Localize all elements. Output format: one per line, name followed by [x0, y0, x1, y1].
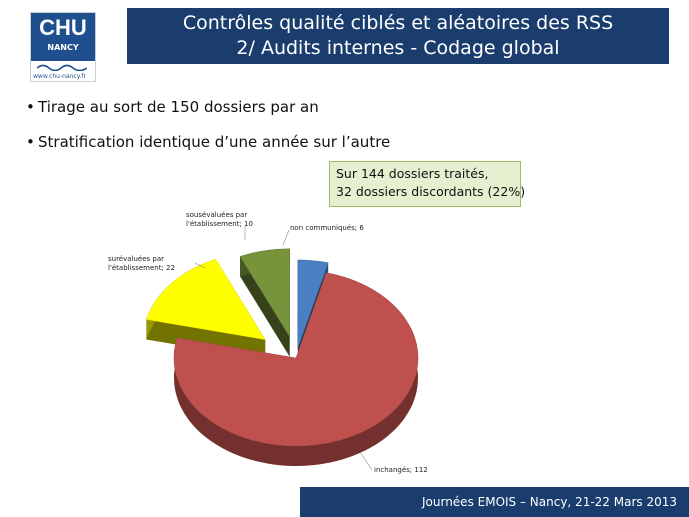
- pie-slice: [146, 258, 266, 360]
- pie-slice-top: [146, 258, 266, 340]
- leader-line: [282, 229, 290, 246]
- label-surevaluees: surévaluées par l'établissement; 22: [108, 255, 198, 273]
- pie-slice-top: [239, 248, 291, 338]
- bullet-list: Tirage au sort de 150 dossiers par an St…: [26, 97, 390, 167]
- label-sousevaluees: sousévaluées par l'établissement; 10: [186, 211, 253, 229]
- logo-wave-icon: [37, 64, 87, 71]
- label-non-communiques: non communiqués; 6: [290, 224, 364, 232]
- label-surevaluees-line2: l'établissement; 22: [108, 264, 175, 272]
- pie-slice: [239, 248, 291, 357]
- pie-slice-top: [173, 272, 419, 447]
- chu-nancy-logo: CHU NANCY www.chu-nancy.fr: [30, 12, 96, 82]
- logo-badge: CHU NANCY: [31, 13, 95, 61]
- pie-slice: [173, 272, 419, 466]
- bullet-item: Tirage au sort de 150 dossiers par an: [26, 97, 390, 117]
- title-line-2: 2/ Audits internes - Codage global: [236, 37, 560, 59]
- label-surevaluees-line1: surévaluées par: [108, 255, 165, 263]
- label-sousevaluees-line1: sousévaluées par: [186, 211, 248, 219]
- label-sousevaluees-line2: l'établissement; 10: [186, 220, 253, 228]
- leader-line: [359, 451, 373, 471]
- title-line-1: Contrôles qualité ciblés et aléatoires d…: [182, 12, 614, 34]
- footer-text: Journées EMOIS – Nancy, 21-22 Mars 2013: [421, 495, 677, 509]
- callout-line-2: 32 dossiers discordants (22%): [336, 184, 526, 199]
- slide-title: Contrôles qualité ciblés et aléatoires d…: [127, 8, 669, 64]
- pie-slice-top: [297, 259, 329, 349]
- summary-callout: Sur 144 dossiers traités, 32 dossiers di…: [329, 161, 526, 207]
- footer-bar: Journées EMOIS – Nancy, 21-22 Mars 2013: [300, 487, 689, 517]
- logo-name: CHU: [39, 15, 87, 40]
- label-inchanges: inchangés; 112: [374, 466, 428, 474]
- pie-slice-wall: [240, 256, 290, 357]
- bullet-item: Stratification identique d’une année sur…: [26, 132, 390, 152]
- logo-subname: NANCY: [47, 43, 79, 52]
- logo-url: www.chu-nancy.fr: [33, 73, 86, 80]
- leader-line: [194, 262, 206, 269]
- callout-line-1: Sur 144 dossiers traités,: [336, 166, 489, 181]
